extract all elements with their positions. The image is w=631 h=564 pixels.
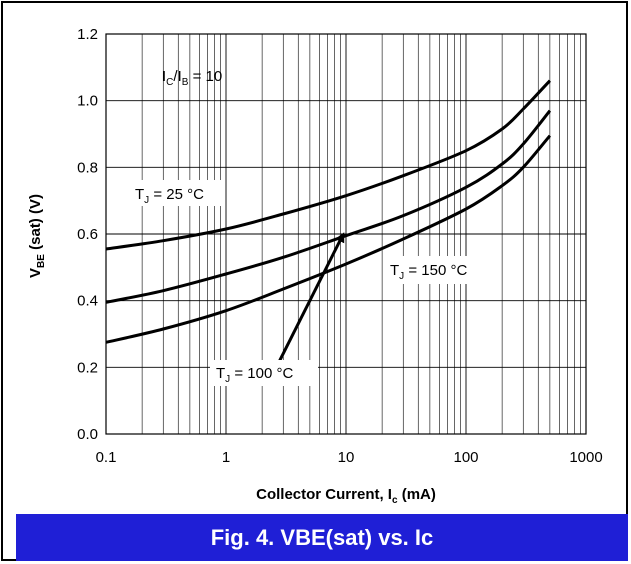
series-label-box-25 <box>131 180 223 206</box>
figure-caption: Fig. 4. VBE(sat) vs. Ic <box>210 524 434 550</box>
callout-arrow <box>278 232 345 362</box>
x-tick-label: 1000 <box>569 449 602 466</box>
y-tick-labels: 0.0 0.2 0.4 0.6 0.8 1.0 1.2 <box>77 26 98 443</box>
plot-area-border <box>105 33 587 435</box>
series-label-box-100 <box>210 360 318 386</box>
y-tick-label: 0.2 <box>77 359 98 376</box>
series-line-2 <box>105 134 552 344</box>
y-tick-label: 0.4 <box>77 293 98 310</box>
series-curves <box>105 79 552 344</box>
series-line-0 <box>105 79 551 251</box>
y-axis-label: VBE (sat) (V) <box>27 194 47 278</box>
series-label-box-150 <box>383 256 487 284</box>
series-label-100: TJ = 100 °C <box>216 365 293 385</box>
x-tick-label: 10 <box>338 449 355 466</box>
y-tick-label: 0.6 <box>77 226 98 243</box>
x-tick-label: 100 <box>453 449 478 466</box>
y-tick-label: 1.0 <box>77 93 98 110</box>
series-label-25: TJ = 25 °C <box>135 186 204 206</box>
caption-bar <box>16 514 628 561</box>
y-tick-label: 0.8 <box>77 159 98 176</box>
x-tick-labels: 0.1 1 10 100 1000 <box>96 449 603 466</box>
condition-label: IC/IB = 10 <box>162 68 222 88</box>
x-axis-label: Collector Current, Ic (mA) <box>256 486 436 506</box>
x-tick-label: 0.1 <box>96 449 117 466</box>
series-line-1 <box>105 109 552 304</box>
y-tick-label: 1.2 <box>77 26 98 43</box>
x-tick-label: 1 <box>222 449 230 466</box>
y-tick-label: 0.0 <box>77 426 98 443</box>
series-label-150: TJ = 150 °C <box>390 262 467 282</box>
